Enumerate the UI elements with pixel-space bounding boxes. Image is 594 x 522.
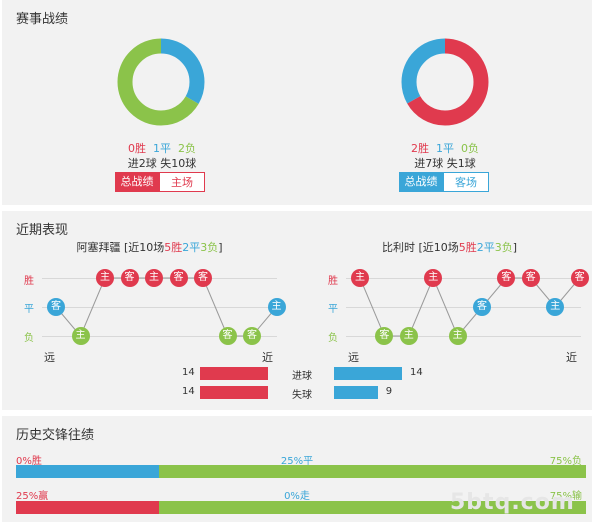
right-form-node: 客 [521,269,540,287]
left-draw: 1平 [153,142,171,155]
history-row2-draw: 0%走 [284,491,310,502]
record-title: 赛事战绩 [16,12,69,27]
left-summary-suffix: ] [218,241,223,254]
left-loss: 2负 [178,142,196,155]
right-form-node: 客 [473,298,491,316]
left-win: 0胜 [128,142,146,155]
right-goals: 进7球 失1球 [414,157,476,170]
right-loss: 0负 [461,142,479,155]
right-ylabel-loss: 负 [328,333,338,344]
history-row1-win: 0%胜 [16,456,42,467]
left-team-summary: 阿塞拜疆 [近10场5胜2平3负] [42,239,257,255]
right-tab-away[interactable]: 客场 [443,172,489,192]
record-panel: 赛事战绩 0胜 1平 2负 进2球 失10球 总战绩 主场 2胜 1平 0负 进… [2,0,592,205]
right-scored-value: 14 [410,367,423,378]
left-summary-prefix: [近10场 [120,241,165,254]
left-conceded-bar [200,386,268,399]
conceded-label: 失球 [292,390,312,401]
right-form-line-segment [432,277,459,337]
right-summary-draws: 2平 [476,241,495,254]
right-form-node: 客 [497,269,516,287]
scored-label: 进球 [292,371,312,382]
history-row1-loss: 75%负 [549,456,582,467]
left-team-name: 阿塞拜疆 [76,241,121,254]
right-gridline-win [346,278,581,279]
recent-panel: 近期表现 阿塞拜疆 [近10场5胜2平3负] 比利时 [近10场5胜2平3负] … [2,211,592,410]
watermark-logo: 5btq.com [450,490,575,515]
right-summary-suffix: ] [512,241,518,254]
right-donut-segment-1 [401,38,489,126]
history-row1-segment-loss [158,465,586,478]
history-row2-loss: 75%输 [549,491,582,502]
history-row2-segment-loss [158,501,586,514]
right-form-node: 主 [424,269,443,287]
left-form-node: 主 [145,269,163,287]
left-summary-wins: 5胜 [164,241,183,254]
right-form-node: 主 [546,298,565,316]
recent-title: 近期表现 [16,223,69,238]
left-gridline-draw [42,307,277,308]
left-form-line-segment [202,277,228,337]
left-form-node: 客 [47,298,65,316]
history-row1-segment-draw [16,465,159,478]
left-gridline-loss [42,336,277,337]
right-conceded-value: 9 [385,386,393,397]
left-far-label: 远 [44,351,55,364]
history-title: 历史交锋往绩 [16,428,95,443]
left-ylabel-loss: 负 [24,333,34,344]
right-draw: 1平 [436,142,454,155]
right-ylabel-win: 胜 [328,276,338,287]
history-row2-win: 25%赢 [16,491,49,502]
history-row1-draw: 25%平 [280,456,314,467]
left-scored-value: 14 [182,367,195,378]
left-form-node: 客 [169,269,188,287]
right-form-node: 主 [399,327,418,345]
left-form-node: 客 [120,269,139,287]
right-form-line-segment [359,277,385,337]
right-team-summary: 比利时 [近10场5胜2平3负] [342,239,557,255]
right-form-node: 客 [570,269,589,287]
left-form-line-segment [80,277,106,337]
left-conceded-value: 14 [182,386,195,397]
left-goals: 进2球 失10球 [127,157,197,170]
left-donut-segment-2 [117,38,205,126]
right-win: 2胜 [411,142,429,155]
left-ylabel-win: 胜 [24,276,34,287]
right-summary-losses: 3负 [494,241,513,254]
left-form-node: 客 [194,269,212,287]
left-near-label: 近 [262,351,273,364]
history-row2-segment-win [16,501,159,514]
right-donut [401,38,489,126]
right-ylabel-draw: 平 [328,304,338,315]
right-wdl: 2胜 1平 0负 [345,140,545,156]
left-form-node: 客 [218,327,237,345]
left-tab-home[interactable]: 主场 [159,172,205,192]
right-tab-total[interactable]: 总战绩 [399,172,443,192]
left-ylabel-draw: 平 [24,304,34,315]
right-form-node: 客 [375,327,394,345]
right-form-node: 主 [351,269,369,287]
right-team-name: 比利时 [381,241,415,254]
right-form-node: 主 [448,327,467,345]
left-summary-draws: 2平 [182,241,201,254]
left-form-node: 客 [243,327,261,345]
history-panel: 历史交锋往绩 0%胜 25%平 75%负 25%赢 0%走 75%输 [2,416,592,522]
left-donut [117,38,205,126]
left-form-node: 主 [71,327,90,345]
right-summary-prefix: [近10场 [414,241,459,254]
right-form-line-segment [408,277,434,337]
left-tab-total[interactable]: 总战绩 [115,172,159,192]
right-conceded-bar [334,386,378,399]
right-gridline-draw [346,307,581,308]
left-form-node: 主 [267,298,286,316]
right-summary-wins: 5胜 [458,241,477,254]
left-summary-losses: 3负 [200,241,219,254]
left-scored-bar [200,367,268,380]
right-near-label: 近 [566,351,577,364]
right-far-label: 远 [348,351,359,364]
left-form-node: 主 [96,269,114,287]
left-wdl: 0胜 1平 2负 [62,140,262,156]
right-scored-bar [334,367,402,380]
